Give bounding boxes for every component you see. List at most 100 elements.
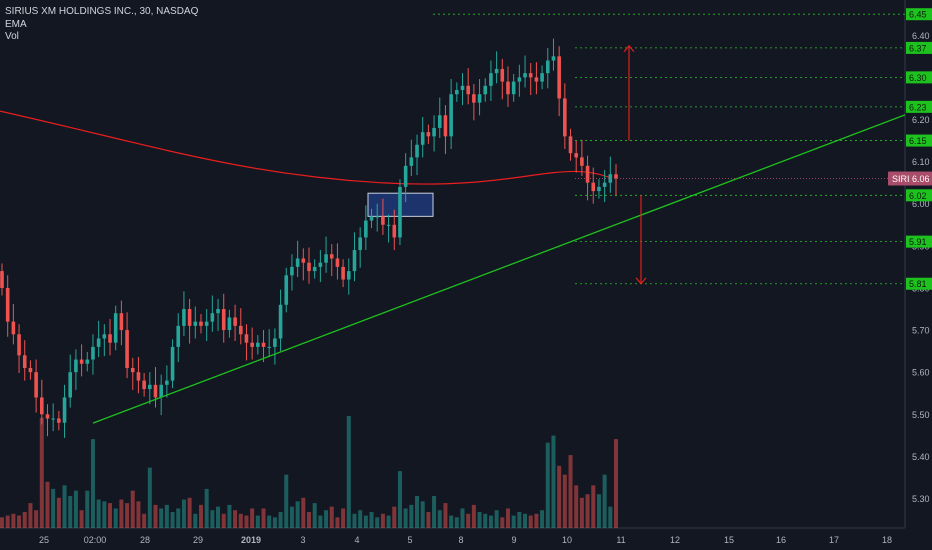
volume-bar <box>255 515 260 528</box>
volume-bar <box>341 508 346 528</box>
volume-bar <box>119 499 124 528</box>
candle-body <box>483 85 488 95</box>
time-tick-label: 17 <box>829 535 839 545</box>
time-tick-label: 18 <box>882 535 892 545</box>
volume-bar <box>147 467 152 528</box>
volume-bar <box>420 501 425 528</box>
volume-bar <box>210 510 215 528</box>
time-tick-label: 12 <box>670 535 680 545</box>
volume-bar <box>238 513 243 528</box>
volume-bar <box>415 496 420 528</box>
volume-bar <box>187 497 192 528</box>
volume-bar <box>494 510 499 528</box>
level-label: 6.37 <box>909 43 927 53</box>
candle-body <box>545 60 550 74</box>
price-tick-label: 6.40 <box>912 31 930 41</box>
volume-bar <box>409 504 414 528</box>
volume-bar <box>437 510 442 528</box>
vol-indicator-label[interactable]: Vol <box>5 31 19 42</box>
candle-body <box>466 85 470 95</box>
volume-bar <box>511 515 516 528</box>
candle-body <box>358 237 362 251</box>
level-label-bg <box>906 235 932 248</box>
volume-bar <box>0 517 4 528</box>
volume-bar <box>176 508 181 528</box>
candle-body <box>341 266 345 280</box>
candle-body <box>244 334 249 343</box>
candle-body <box>102 334 107 339</box>
volume-bar <box>164 504 169 528</box>
volume-bar <box>56 497 61 528</box>
candle-body <box>199 321 203 326</box>
volume-bar <box>227 504 232 528</box>
symbol-title[interactable]: SIRIUS XM HOLDINGS INC., 30, NASDAQ <box>5 6 199 17</box>
candle-body <box>415 144 419 158</box>
chart-legend[interactable]: SIRIUS XM HOLDINGS INC., 30, NASDAQ EMA … <box>5 6 198 44</box>
candle-body <box>22 355 27 368</box>
volume-bar <box>426 512 431 528</box>
candle-body <box>591 182 596 192</box>
candle-body <box>574 153 579 158</box>
candle-body <box>74 359 78 373</box>
volume-bar <box>517 512 522 528</box>
candle-body <box>597 186 601 192</box>
volume-bar <box>329 506 334 528</box>
volume-bar <box>96 499 101 528</box>
candle-body <box>352 250 357 272</box>
candle-body <box>295 258 300 267</box>
level-label-bg <box>906 100 932 113</box>
volume-bar <box>574 485 579 528</box>
volume-bar <box>284 474 289 528</box>
volume-bar <box>557 465 562 528</box>
candle-body <box>125 330 129 368</box>
time-axis[interactable]: 25 02:00 28 29 2019 3 4 5 8 9 10 11 12 15 16 17 18 <box>39 535 892 545</box>
volume-bar <box>614 439 618 528</box>
ema-indicator-label[interactable]: EMA <box>5 18 27 30</box>
volume-bar <box>193 513 198 528</box>
candle-body <box>534 77 539 82</box>
volume-bar <box>471 504 476 528</box>
volume-bar <box>244 515 249 528</box>
target-arrows <box>623 44 647 285</box>
candle-body <box>580 157 584 166</box>
candle-body <box>130 367 135 373</box>
time-tick-label: 5 <box>407 535 412 545</box>
volume-bar <box>136 501 141 528</box>
level-label-bg <box>906 8 932 21</box>
candle-body <box>193 321 198 326</box>
volume-bar <box>523 513 528 528</box>
volume-bar <box>312 503 317 528</box>
candle-body <box>256 342 260 347</box>
volume-bar <box>488 515 493 528</box>
candle-body <box>324 254 328 263</box>
level-label: 6.02 <box>909 191 927 201</box>
trendline <box>92 114 906 424</box>
time-tick-label: 28 <box>140 535 150 545</box>
candle-body <box>28 367 33 373</box>
candle-body <box>472 94 476 103</box>
down-arrow-head <box>635 277 647 285</box>
candle-body <box>216 309 220 314</box>
volume-bar <box>568 455 573 528</box>
volume-bar <box>73 490 78 528</box>
volume-bar <box>443 503 448 528</box>
volume-bar <box>62 485 67 528</box>
volume-bar <box>170 512 175 528</box>
level-label-bg <box>906 41 932 54</box>
candle-body <box>489 73 493 86</box>
candle-body <box>273 338 277 347</box>
candle-body <box>614 174 618 179</box>
candle-body <box>210 313 215 322</box>
level-label-bg <box>906 71 932 84</box>
volume-bar <box>79 510 84 528</box>
candle-body <box>284 275 289 305</box>
volume-bar <box>540 510 545 528</box>
candle-body <box>11 321 16 335</box>
volume-bar <box>392 506 397 528</box>
volume-bar <box>272 517 277 528</box>
volume-bar <box>562 474 567 528</box>
time-tick-label: 3 <box>300 535 305 545</box>
candle-body <box>261 342 266 347</box>
